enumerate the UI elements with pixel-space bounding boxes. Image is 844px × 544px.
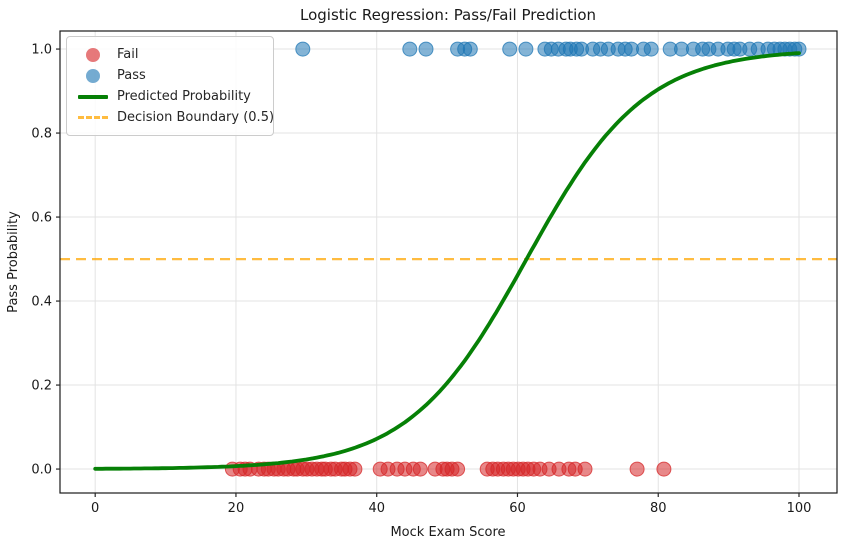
y-tick-label: 0.0 [31, 463, 52, 478]
axis-layer: 0 20 40 60 80 100 0.0 0.2 0.4 0.6 0.8 1.0 [31, 30, 838, 516]
scatter-point-pass [418, 41, 434, 57]
y-tick-label: 1.0 [31, 43, 52, 58]
y-axis-label: Pass Probability [6, 211, 21, 313]
y-tick-label: 0.4 [31, 295, 52, 310]
scatter-point-fail [656, 461, 672, 477]
data-layer [60, 41, 837, 477]
plot-frame [59, 30, 838, 494]
predicted-probability-curve [93, 51, 801, 471]
x-tick-label: 80 [650, 501, 667, 516]
scatter-point-fail [577, 461, 593, 477]
y-tick-label: 0.6 [31, 211, 52, 226]
scatter-point-pass [295, 41, 311, 57]
x-tick-label: 40 [368, 501, 385, 516]
legend-label-decision-boundary: Decision Boundary (0.5) [117, 110, 275, 125]
chart-title: Logistic Regression: Pass/Fail Predictio… [300, 6, 596, 24]
legend-item-predicted-probability: Predicted Probability [75, 86, 263, 107]
legend: Fail Pass Predicted Probability Decision… [66, 36, 274, 136]
scatter-point-pass [518, 41, 534, 57]
scatter-point-fail [450, 461, 466, 477]
y-tick-label: 0.8 [31, 127, 52, 142]
scatter-point-fail [412, 461, 428, 477]
dashed-line-swatch-icon [78, 116, 108, 119]
legend-label-fail: Fail [117, 47, 139, 62]
x-tick-label: 100 [787, 501, 812, 516]
scatter-point-pass [643, 41, 659, 57]
scatter-point-fail [347, 461, 363, 477]
legend-label-pass: Pass [117, 68, 146, 83]
scatter-point-pass [502, 41, 518, 57]
legend-label-predicted-probability: Predicted Probability [117, 89, 251, 104]
x-tick-label: 60 [509, 501, 526, 516]
x-tick-label: 20 [228, 501, 245, 516]
legend-item-pass: Pass [75, 65, 263, 86]
line-swatch-icon [78, 94, 108, 99]
scatter-point-pass [462, 41, 478, 57]
scatter-point-fail [629, 461, 645, 477]
x-axis-label: Mock Exam Score [390, 525, 505, 540]
scatter-point-pass [402, 41, 418, 57]
pass-marker-icon [86, 68, 100, 83]
fail-marker-icon [86, 47, 100, 62]
legend-item-fail: Fail [75, 44, 263, 65]
x-tick-label: 0 [91, 501, 99, 516]
legend-item-decision-boundary: Decision Boundary (0.5) [75, 107, 274, 128]
y-tick-label: 0.2 [31, 379, 52, 394]
